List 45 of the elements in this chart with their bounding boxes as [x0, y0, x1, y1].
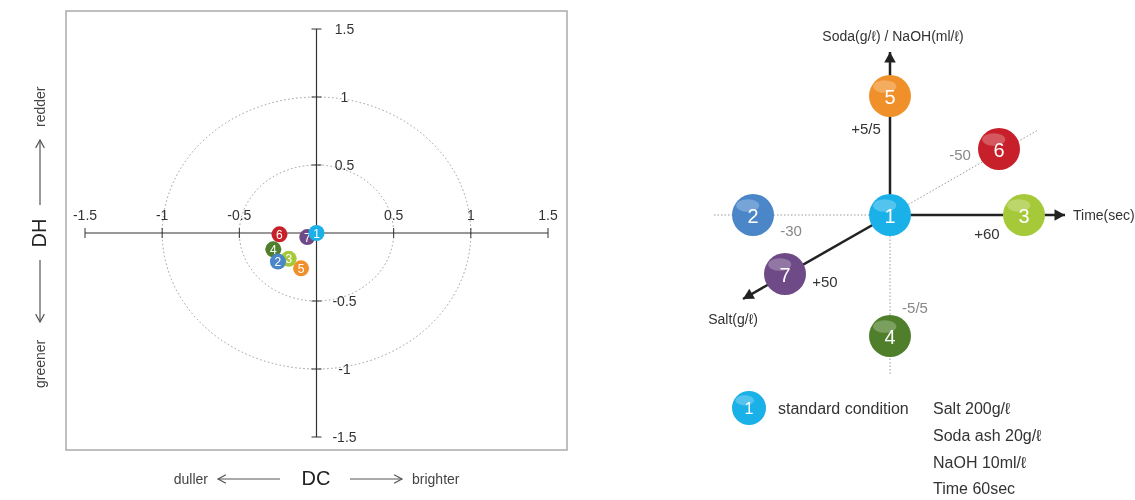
series-label: 1	[313, 226, 321, 241]
x-tick-label: -1	[155, 207, 169, 223]
category-label: 1	[744, 399, 754, 418]
y-tick-label: 0.5	[334, 157, 355, 173]
category-label: 5	[884, 85, 896, 108]
text: Salt 200g/ℓ	[933, 400, 1011, 417]
series-label: 5	[297, 261, 305, 276]
text: Time 60sec	[933, 480, 1016, 497]
category-label: 6	[993, 138, 1005, 161]
category-label: 3	[1018, 204, 1030, 227]
category-label: 2	[747, 204, 759, 227]
text: Time(sec)	[1073, 207, 1135, 223]
text: -5/5	[902, 299, 928, 316]
x-tick-label: 1.5	[538, 207, 558, 223]
y-tick-label: 1	[340, 89, 349, 105]
text: brighter	[412, 471, 460, 487]
y-tick-label: -0.5	[332, 293, 357, 309]
series-label: 6	[276, 227, 284, 242]
text: greener	[32, 339, 48, 388]
y-axis-title: DH	[28, 218, 50, 248]
x-tick-label: -0.5	[227, 207, 252, 223]
category-label: 4	[884, 325, 896, 348]
text: Soda ash 20g/ℓ	[933, 427, 1042, 444]
text: duller	[173, 471, 209, 487]
category-label: 7	[779, 263, 791, 286]
text: -30	[780, 222, 802, 239]
x-tick-label: 0.5	[383, 207, 404, 223]
text: +50	[812, 273, 838, 290]
x-tick-label: 1	[466, 207, 475, 223]
y-tick-label: 1.5	[334, 21, 355, 37]
x-tick-label: -1.5	[72, 207, 98, 223]
text: standard condition	[778, 400, 909, 417]
series-label: 3	[285, 252, 293, 267]
y-tick-label: -1.5	[332, 429, 357, 445]
text: +5/5	[851, 120, 881, 137]
text: Salt(g/ℓ)	[708, 311, 758, 327]
text: redder	[32, 86, 48, 127]
text: Soda(g/ℓ) / NaOH(ml/ℓ)	[822, 28, 964, 44]
series-label: 2	[274, 255, 282, 270]
series-label: 4	[269, 242, 277, 257]
x-axis-title: DC	[301, 467, 331, 489]
text: +60	[974, 225, 1000, 242]
text: -50	[949, 146, 971, 163]
y-tick-label: -1	[338, 361, 351, 377]
text: NaOH 10ml/ℓ	[933, 454, 1027, 471]
